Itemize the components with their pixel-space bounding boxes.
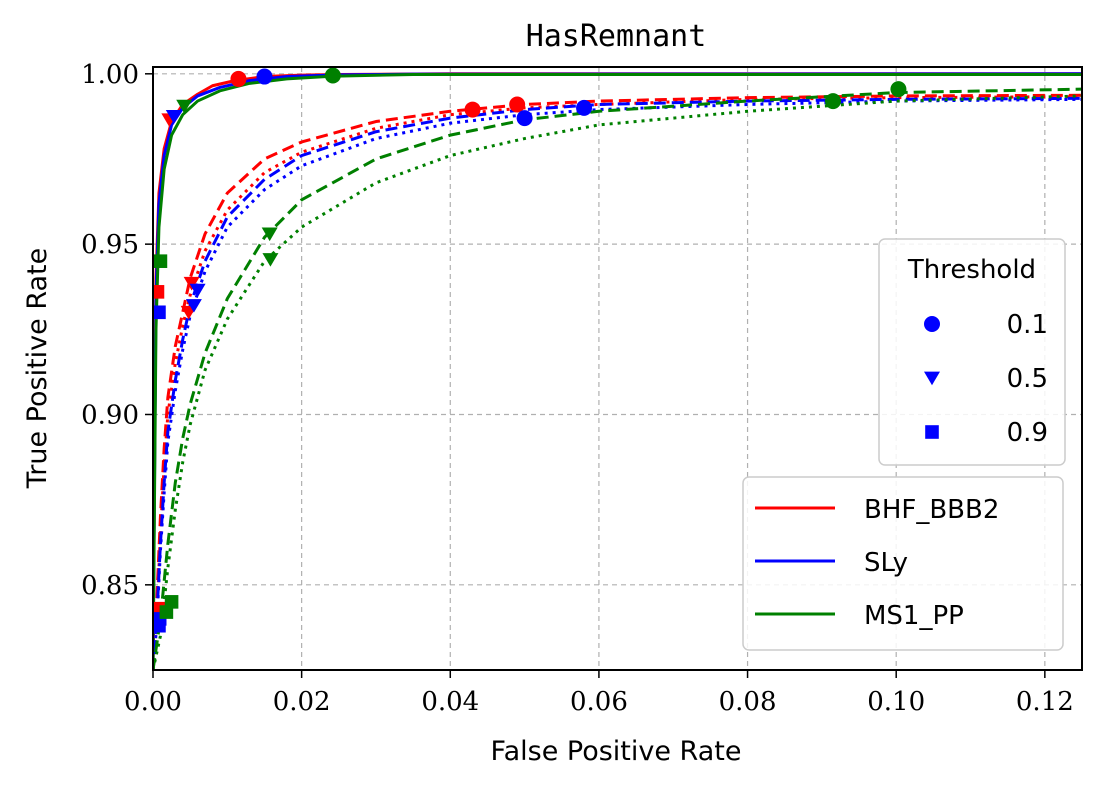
threshold-marker-square xyxy=(153,305,166,320)
threshold-marker-triangle-down xyxy=(261,227,278,242)
threshold-marker-circle xyxy=(324,67,341,84)
y-axis-ticks: 0.85 0.90 0.95 1.00 xyxy=(81,60,153,601)
y-axis-label: True Positive Rate xyxy=(22,248,53,490)
threshold-legend-marker-triangle-down xyxy=(924,371,940,386)
threshold-marker-square xyxy=(153,618,166,633)
threshold-legend-entries: 0.1 0.5 0.9 xyxy=(924,310,1048,448)
roc-curve-dashed xyxy=(153,93,1082,670)
y-tick-label: 0.85 xyxy=(81,571,139,601)
roc-curve-dashed xyxy=(153,96,1082,670)
threshold-marker-circle xyxy=(825,93,842,110)
threshold-legend: Threshold 0.1 0.5 0.9 xyxy=(878,238,1066,466)
threshold-marker-triangle-down xyxy=(262,253,279,267)
threshold-marker-square xyxy=(164,595,179,609)
threshold-marker-circle xyxy=(230,70,247,87)
plot-frame xyxy=(152,66,1083,671)
threshold-marker-circle xyxy=(256,68,273,85)
threshold-marker-circle xyxy=(509,96,526,113)
threshold-legend-marker-square xyxy=(925,425,939,439)
x-tick-label: 0.04 xyxy=(421,687,479,717)
roc-curve-dashed xyxy=(153,87,1082,670)
threshold-markers xyxy=(153,67,907,633)
threshold-marker-triangle-down xyxy=(185,299,202,313)
threshold-marker-circle xyxy=(464,101,481,118)
threshold-legend-marker-circle xyxy=(924,316,940,332)
threshold-legend-label: 0.9 xyxy=(1007,418,1048,448)
x-tick-label: 0.02 xyxy=(273,687,331,717)
series-legend-label: SLy xyxy=(864,548,908,578)
threshold-marker-circle xyxy=(576,99,593,116)
series-legend-label: BHF_BBB2 xyxy=(864,495,999,525)
x-axis-label: False Positive Rate xyxy=(491,736,742,767)
threshold-marker-circle xyxy=(516,110,533,127)
x-axis-ticks: 0.00 0.02 0.04 0.06 0.08 0.10 0.12 xyxy=(124,670,1074,717)
threshold-marker-triangle-down xyxy=(189,283,206,298)
threshold-marker-triangle-down xyxy=(176,99,193,114)
x-tick-label: 0.10 xyxy=(867,687,925,717)
threshold-marker-square xyxy=(153,254,168,268)
y-tick-label: 1.00 xyxy=(81,60,139,90)
roc-curve-dotted xyxy=(153,97,1082,670)
series-legend: BHF_BBB2 SLy MS1_PP xyxy=(742,476,1064,651)
x-tick-label: 0.06 xyxy=(570,687,628,717)
series-legend-label: MS1_PP xyxy=(864,601,964,631)
x-tick-label: 0.00 xyxy=(124,687,182,717)
threshold-legend-label: 0.5 xyxy=(1007,364,1048,394)
threshold-marker-triangle-down xyxy=(183,276,200,291)
threshold-marker-square xyxy=(159,605,174,619)
y-tick-label: 0.95 xyxy=(81,230,139,260)
series-legend-box xyxy=(742,476,1064,651)
threshold-marker-triangle-down xyxy=(165,109,182,124)
threshold-legend-title: Threshold xyxy=(907,255,1036,285)
chart-title: HasRemnant xyxy=(526,19,707,54)
series-legend-entries: BHF_BBB2 SLy MS1_PP xyxy=(755,495,999,631)
y-tick-label: 0.90 xyxy=(81,400,139,430)
x-tick-label: 0.12 xyxy=(1016,687,1074,717)
threshold-legend-box xyxy=(878,238,1066,466)
threshold-marker-square xyxy=(153,285,165,299)
threshold-marker-circle xyxy=(890,81,907,98)
threshold-legend-label: 0.1 xyxy=(1007,310,1048,340)
x-tick-label: 0.08 xyxy=(719,687,777,717)
